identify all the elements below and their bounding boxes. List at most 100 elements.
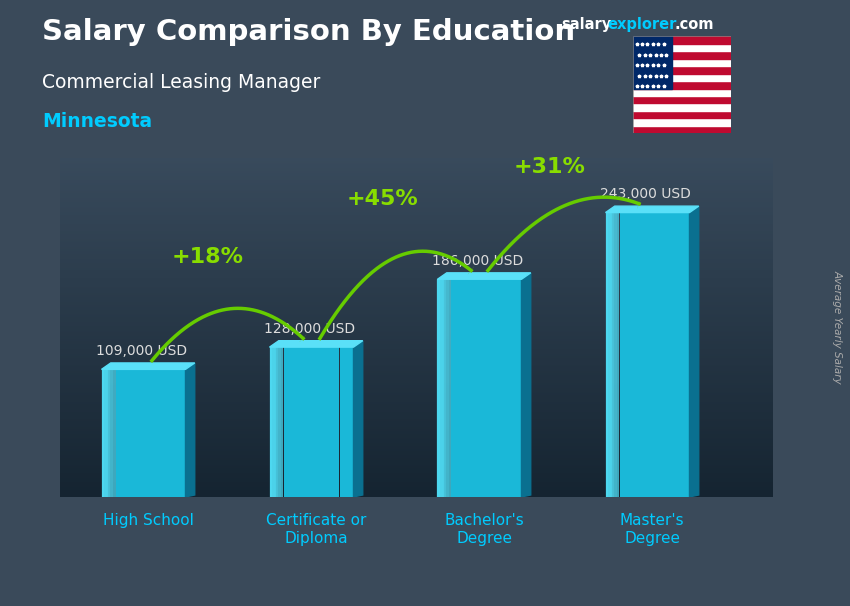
Text: +45%: +45% (346, 188, 418, 208)
Bar (311, 347, 314, 497)
Bar (345, 347, 348, 497)
Bar (648, 213, 650, 497)
Bar (60, 436, 774, 438)
Bar (60, 298, 774, 300)
Bar (60, 378, 774, 380)
Bar (60, 391, 774, 393)
Bar (633, 118, 731, 126)
Bar (60, 242, 774, 244)
Bar (60, 179, 774, 181)
Bar (633, 96, 731, 104)
Bar (438, 279, 440, 497)
Bar (60, 290, 774, 291)
Bar (60, 224, 774, 225)
Bar (60, 217, 774, 219)
Bar (499, 279, 502, 497)
Bar (60, 370, 774, 371)
Bar (661, 213, 665, 497)
Bar (113, 370, 116, 497)
Bar (60, 342, 774, 344)
Bar (60, 293, 774, 295)
Bar (60, 404, 774, 405)
Polygon shape (354, 341, 363, 497)
Bar (60, 412, 774, 414)
Bar (60, 225, 774, 227)
Bar (625, 213, 628, 497)
Bar (60, 221, 774, 222)
Bar (60, 263, 774, 264)
Bar (60, 259, 774, 261)
Polygon shape (605, 213, 611, 497)
Bar (110, 370, 113, 497)
Bar (60, 283, 774, 285)
Bar (60, 488, 774, 490)
Bar (60, 419, 774, 421)
Bar (60, 463, 774, 465)
Bar (60, 261, 774, 263)
Bar (60, 399, 774, 400)
Bar (334, 347, 337, 497)
Bar (60, 196, 774, 198)
Bar (505, 279, 507, 497)
Bar (60, 341, 774, 342)
Bar (60, 346, 774, 348)
Bar (60, 336, 774, 338)
Bar (323, 347, 326, 497)
Bar (116, 370, 118, 497)
Bar (60, 325, 774, 327)
Bar (60, 319, 774, 321)
Bar (633, 126, 731, 133)
Text: Commercial Leasing Manager: Commercial Leasing Manager (42, 73, 320, 92)
Bar (620, 213, 622, 497)
Bar (60, 368, 774, 370)
Bar (180, 370, 183, 497)
Bar (60, 213, 774, 215)
Bar (60, 444, 774, 446)
Bar (60, 431, 774, 433)
Bar (60, 315, 774, 317)
Bar (471, 279, 474, 497)
Bar (60, 458, 774, 459)
Bar (60, 493, 774, 495)
Bar (60, 478, 774, 480)
Bar (609, 213, 611, 497)
Bar (60, 193, 774, 195)
Bar (60, 448, 774, 450)
Text: 128,000 USD: 128,000 USD (264, 322, 355, 336)
Bar (60, 230, 774, 232)
Bar (60, 264, 774, 266)
Bar (105, 370, 107, 497)
Bar (146, 370, 149, 497)
Polygon shape (269, 347, 275, 497)
Bar (60, 287, 774, 288)
Bar (60, 424, 774, 425)
Bar (60, 371, 774, 373)
Bar (60, 390, 774, 391)
Bar (60, 327, 774, 329)
Bar (60, 195, 774, 196)
Bar (60, 200, 774, 202)
Bar (633, 213, 637, 497)
Bar (60, 198, 774, 200)
Bar (60, 183, 774, 185)
Text: Certificate or
Diploma: Certificate or Diploma (266, 513, 366, 545)
Bar (60, 365, 774, 366)
Bar (60, 215, 774, 217)
Bar (60, 258, 774, 259)
Bar (633, 44, 731, 52)
Bar (60, 382, 774, 383)
Bar (60, 402, 774, 404)
Bar (678, 213, 681, 497)
Bar (611, 213, 614, 497)
Bar (275, 347, 278, 497)
Bar (60, 219, 774, 221)
Bar (183, 370, 185, 497)
Bar (60, 429, 774, 431)
Bar (672, 213, 676, 497)
Bar (460, 279, 462, 497)
Bar (60, 470, 774, 471)
Bar (60, 266, 774, 268)
Bar (269, 347, 354, 497)
Bar (60, 247, 774, 249)
Bar (468, 279, 471, 497)
